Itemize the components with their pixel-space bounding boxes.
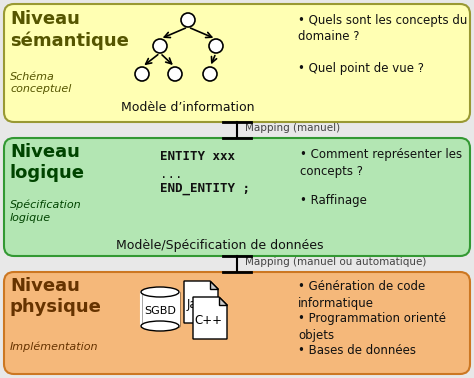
- Text: • Programmation orienté
objets: • Programmation orienté objets: [298, 312, 446, 341]
- Text: • Quel point de vue ?: • Quel point de vue ?: [298, 62, 424, 75]
- Circle shape: [168, 67, 182, 81]
- Text: SGBD: SGBD: [144, 306, 176, 316]
- Text: END_ENTITY ;: END_ENTITY ;: [160, 182, 250, 195]
- Text: Spécification
logique: Spécification logique: [10, 200, 82, 223]
- Text: ENTITY xxx: ENTITY xxx: [160, 150, 235, 163]
- Text: • Raffinage: • Raffinage: [300, 194, 367, 207]
- Text: • Génération de code
informatique: • Génération de code informatique: [298, 280, 425, 310]
- Text: Niveau
physique: Niveau physique: [10, 277, 102, 316]
- Text: Modèle/Spécification de données: Modèle/Spécification de données: [116, 239, 324, 252]
- Circle shape: [209, 39, 223, 53]
- Text: Mapping (manuel ou automatique): Mapping (manuel ou automatique): [245, 257, 427, 267]
- Text: Implémentation: Implémentation: [10, 341, 99, 352]
- Text: Java: Java: [187, 297, 211, 311]
- Text: Mapping (manuel): Mapping (manuel): [245, 123, 340, 133]
- Text: Modèle d’information: Modèle d’information: [121, 101, 255, 114]
- Text: • Comment représenter les
concepts ?: • Comment représenter les concepts ?: [300, 148, 462, 178]
- Text: C++: C++: [194, 314, 222, 327]
- Text: ...: ...: [160, 168, 182, 181]
- Circle shape: [181, 13, 195, 27]
- Bar: [141, 292, 179, 326]
- Polygon shape: [184, 281, 218, 323]
- Circle shape: [203, 67, 217, 81]
- FancyBboxPatch shape: [4, 272, 470, 374]
- Text: • Bases de données: • Bases de données: [298, 344, 416, 357]
- Polygon shape: [193, 297, 227, 339]
- Text: Niveau
logique: Niveau logique: [10, 143, 85, 183]
- Text: Niveau
sémantique: Niveau sémantique: [10, 10, 129, 50]
- Polygon shape: [219, 297, 227, 305]
- Polygon shape: [210, 281, 218, 289]
- FancyBboxPatch shape: [4, 138, 470, 256]
- Text: • Quels sont les concepts du
domaine ?: • Quels sont les concepts du domaine ?: [298, 14, 467, 43]
- Ellipse shape: [141, 321, 179, 331]
- Ellipse shape: [141, 287, 179, 297]
- Circle shape: [153, 39, 167, 53]
- Text: Schéma
conceptuel: Schéma conceptuel: [10, 72, 72, 94]
- Circle shape: [135, 67, 149, 81]
- FancyBboxPatch shape: [4, 4, 470, 122]
